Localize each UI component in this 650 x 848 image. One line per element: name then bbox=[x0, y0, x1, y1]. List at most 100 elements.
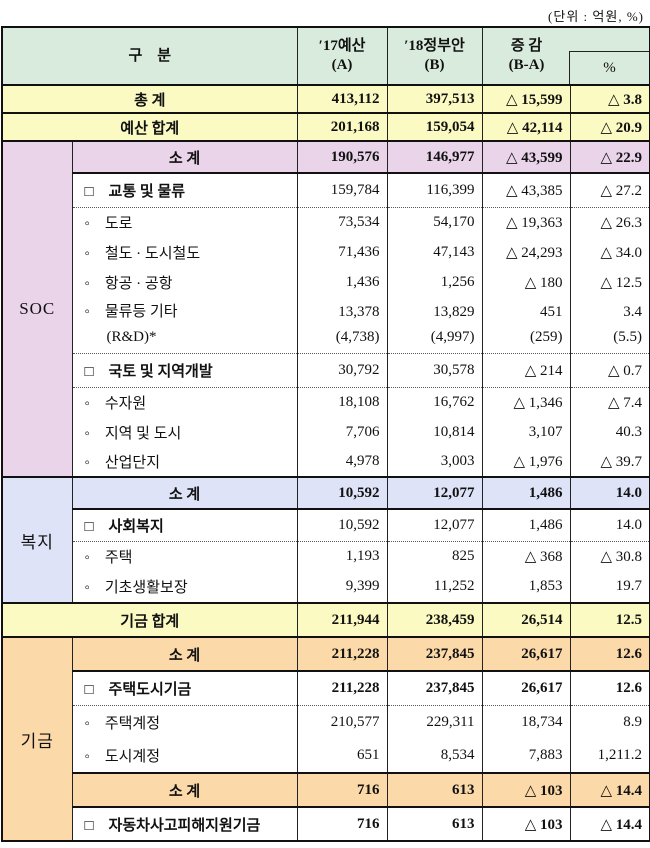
table-row-budget-total: 예산 합계 201,168 159,054 △ 42,114 △ 20.9 bbox=[1, 112, 650, 141]
header-budget17-line1: ′17예산 bbox=[318, 38, 366, 54]
table-row-two-line: ◦ 물류등 기타 (R&D)* 13,378 (4,738) 13,829 (4… bbox=[2, 297, 650, 353]
gov18-cell: 13,829 (4,997) bbox=[386, 297, 483, 353]
row-label-cell: ◦ 지역 및 도시 bbox=[71, 417, 298, 447]
group-cell-fund: 기금 bbox=[1, 636, 72, 841]
gov18-cell: 237,845 bbox=[386, 636, 483, 671]
header-budget17: ′17예산 (A) bbox=[296, 27, 388, 86]
gov18-cell: 54,170 bbox=[386, 206, 483, 237]
row-label-cell: □ 사회복지 bbox=[71, 508, 298, 541]
row-label-cell: □ 주택도시기금 bbox=[71, 670, 298, 705]
table-row: ◦ 수자원 18,108 16,762 △ 1,346 △ 7.4 bbox=[2, 386, 650, 417]
header-percent-label: % bbox=[603, 59, 616, 76]
gov18-cell: 238,459 bbox=[386, 602, 483, 637]
group-cell-welfare: 복지 bbox=[1, 476, 72, 603]
header-diff-line2: (B-A) bbox=[508, 57, 545, 73]
diff-line1: 451 bbox=[540, 303, 563, 320]
header-percent: % bbox=[569, 51, 650, 83]
table-row-fund-total: 기금 합계 211,944 238,459 26,514 12.5 bbox=[1, 602, 650, 637]
percent-cell: 19.7 bbox=[569, 571, 650, 603]
percent-cell: 12.5 bbox=[569, 602, 650, 637]
gov18-cell: 12,077 bbox=[386, 508, 483, 541]
gov18-cell: 825 bbox=[386, 540, 483, 571]
diff-cell: 26,617 bbox=[481, 636, 571, 671]
row-label-cell: ◦ 주택계정 bbox=[71, 704, 298, 739]
percent-cell: △ 20.9 bbox=[569, 112, 650, 141]
group-cell-soc: SOC bbox=[1, 140, 72, 477]
diff-cell: 26,514 bbox=[481, 602, 571, 637]
diff-cell: △ 24,293 bbox=[481, 237, 571, 267]
table-row: □ 자동차사고피해지원기금 716 613 △ 103 △ 14.4 bbox=[2, 806, 650, 841]
gov18-cell: 229,311 bbox=[386, 704, 483, 739]
diff-cell: 26,617 bbox=[481, 670, 571, 705]
percent-cell: △ 22.9 bbox=[569, 140, 650, 173]
diff-cell: 451 (259) bbox=[481, 297, 571, 353]
budget17-cell: 71,436 bbox=[296, 237, 388, 267]
row-label-cell: □ 자동차사고피해지원기금 bbox=[71, 806, 298, 841]
row-label-cell: 소 계 bbox=[71, 636, 298, 671]
table-row: □ 교통 및 물류 159,784 116,399 △ 43,385 △ 27.… bbox=[2, 172, 650, 207]
row-label-cell: 기금 합계 bbox=[1, 602, 298, 637]
budget17-line1: 13,378 bbox=[338, 303, 380, 320]
row-label-cell: □ 국토 및 지역개발 bbox=[71, 352, 298, 387]
unit-caption: (단위 : 억원, %) bbox=[548, 9, 644, 24]
row-label-cell: ◦ 도시계정 bbox=[71, 739, 298, 773]
table-row: ◦ 지역 및 도시 7,706 10,814 3,107 40.3 bbox=[2, 417, 650, 447]
row-label-cell: ◦ 산업단지 bbox=[71, 447, 298, 477]
row-label-cell: 소 계 bbox=[71, 476, 298, 509]
percent-cell: △ 30.8 bbox=[569, 540, 650, 571]
percent-cell: △ 12.5 bbox=[569, 267, 650, 297]
percent-line1: 3.4 bbox=[623, 303, 643, 320]
budget17-cell: 30,792 bbox=[296, 352, 388, 387]
budget17-line2: (4,738) bbox=[335, 328, 380, 345]
table-row: ◦ 기초생활보장 9,399 11,252 1,853 19.7 bbox=[2, 571, 650, 603]
budget17-cell: 159,784 bbox=[296, 172, 388, 207]
diff-cell: △ 42,114 bbox=[481, 112, 571, 141]
diff-cell: △ 19,363 bbox=[481, 206, 571, 237]
budget17-cell: 1,193 bbox=[296, 540, 388, 571]
percent-cell: △ 26.3 bbox=[569, 206, 650, 237]
diff-cell: 1,486 bbox=[481, 476, 571, 509]
row-label-cell: ◦ 주택 bbox=[71, 540, 298, 571]
budget17-cell: 211,944 bbox=[296, 602, 388, 637]
budget17-cell: 9,399 bbox=[296, 571, 388, 603]
table-row: ◦ 도시계정 651 8,534 7,883 1,211.2 bbox=[2, 739, 650, 773]
budget17-cell: 716 bbox=[296, 772, 388, 807]
percent-cell: 3.4 (5.5) bbox=[569, 297, 650, 353]
budget17-cell: 13,378 (4,738) bbox=[296, 297, 388, 353]
diff-cell: △ 368 bbox=[481, 540, 571, 571]
budget17-cell: 18,108 bbox=[296, 386, 388, 417]
header-gov18: ′18정부안 (B) bbox=[386, 27, 483, 86]
row-label-line1: ◦ 물류등 기타 bbox=[84, 303, 178, 320]
budget17-cell: 210,577 bbox=[296, 704, 388, 739]
gov18-cell: 1,256 bbox=[386, 267, 483, 297]
table-row: ◦ 도로 73,534 54,170 △ 19,363 △ 26.3 bbox=[2, 206, 650, 237]
diff-cell: △ 43,599 bbox=[481, 140, 571, 173]
percent-cell: △ 0.7 bbox=[569, 352, 650, 387]
header-diff-line1: 증 감 bbox=[510, 38, 543, 54]
budget17-cell: 651 bbox=[296, 739, 388, 773]
budget17-cell: 413,112 bbox=[296, 84, 388, 113]
row-label-cell: ◦ 도로 bbox=[71, 206, 298, 237]
row-label-cell: □ 교통 및 물류 bbox=[71, 172, 298, 207]
header-gov18-line1: ′18정부안 bbox=[404, 38, 465, 54]
diff-cell: △ 180 bbox=[481, 267, 571, 297]
budget17-cell: 10,592 bbox=[296, 476, 388, 509]
row-label-cell: 소 계 bbox=[71, 772, 298, 807]
diff-cell: △ 1,346 bbox=[481, 386, 571, 417]
table-row-fund-subtotal: 기금 소 계 211,228 237,845 26,617 12.6 bbox=[1, 636, 650, 841]
gov18-line2: (4,997) bbox=[430, 328, 475, 345]
header-category: 구 분 bbox=[1, 27, 298, 86]
diff-cell: △ 103 bbox=[481, 772, 571, 807]
table-row-total: 총 계 413,112 397,513 △ 15,599 △ 3.8 bbox=[1, 84, 650, 113]
row-label-cell: 총 계 bbox=[1, 84, 298, 113]
budget17-cell: 73,534 bbox=[296, 206, 388, 237]
budget17-cell: 1,436 bbox=[296, 267, 388, 297]
table-header-row: 구 분 ′17예산 (A) ′18정부안 (B) 증 감 (B-A) % bbox=[1, 27, 650, 86]
row-label-cell: ◦ 기초생활보장 bbox=[71, 571, 298, 603]
gov18-cell: 10,814 bbox=[386, 417, 483, 447]
gov18-cell: 30,578 bbox=[386, 352, 483, 387]
table-row: ◦ 산업단지 4,978 3,003 △ 1,976 △ 39.7 bbox=[2, 447, 650, 477]
table-row-soc-subtotal: SOC 소 계 190,576 146,977 △ 43,599 △ 22.9 bbox=[1, 140, 650, 477]
gov18-cell: 8,534 bbox=[386, 739, 483, 773]
table-row: □ 국토 및 지역개발 30,792 30,578 △ 214 △ 0.7 bbox=[2, 352, 650, 387]
